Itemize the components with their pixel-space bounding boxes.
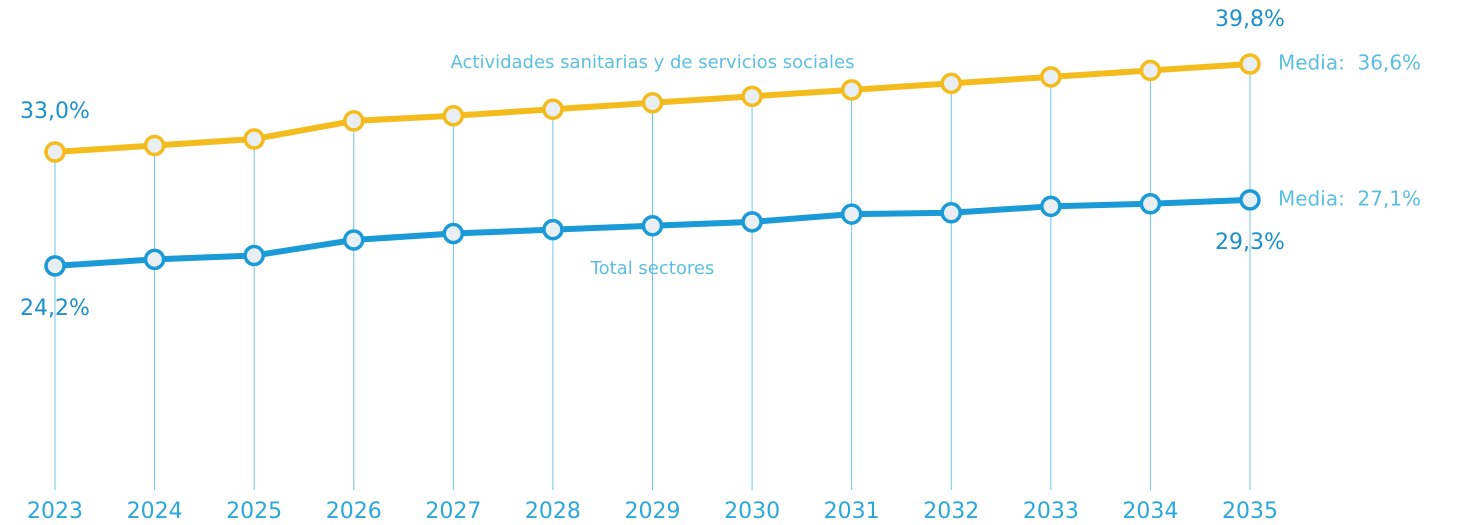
point (1139, 192, 1162, 215)
x-tick-label: 2031 (824, 499, 880, 524)
x-tick-label: 2029 (625, 499, 681, 524)
x-tick-label: 2033 (1023, 499, 1079, 524)
data-label: 39,8% (1215, 7, 1285, 32)
point (343, 229, 365, 251)
point (542, 98, 564, 121)
data-label: 24,2% (20, 296, 90, 321)
x-tick-label: 2023 (27, 499, 83, 524)
x-tick-label: 2024 (127, 499, 183, 524)
x-tick-label: 2032 (923, 499, 979, 524)
point (343, 110, 365, 132)
point (243, 244, 265, 267)
point (1040, 195, 1062, 218)
data-label: 33,0% (20, 99, 90, 124)
labels: 2023 2024 2025 2026 2027 2028 2029 2030 2031 2032… (20, 7, 1421, 524)
point (44, 141, 66, 163)
x-tick-label: 2026 (326, 499, 382, 524)
annotation: Media: 27,1% (1278, 186, 1421, 210)
point (442, 222, 465, 245)
point (840, 79, 863, 101)
point (44, 255, 66, 277)
lines (44, 53, 1261, 277)
point (442, 104, 465, 127)
x-tick-label: 2035 (1222, 499, 1278, 524)
point (542, 218, 564, 241)
point (143, 248, 166, 271)
point (940, 72, 962, 95)
point (940, 202, 962, 224)
point (641, 92, 664, 114)
point (641, 214, 664, 237)
x-tick-label: 2030 (724, 499, 780, 524)
x-grid (54, 63, 1251, 490)
point (741, 85, 763, 108)
point (840, 203, 863, 225)
point (741, 211, 763, 233)
series-name: Actividades sanitarias y de servicios so… (451, 52, 855, 73)
point (1239, 53, 1261, 75)
x-tick-label: 2028 (525, 499, 581, 524)
data-label: 29,3% (1215, 230, 1285, 255)
annotation: Media: 36,6% (1278, 50, 1421, 74)
point (1040, 66, 1062, 88)
x-tick-label: 2034 (1122, 499, 1178, 524)
point (243, 128, 265, 150)
point (143, 134, 166, 157)
point (1139, 59, 1162, 82)
x-tick-label: 2025 (226, 499, 282, 524)
point (1239, 189, 1261, 211)
series-name: Total sectores (590, 258, 715, 279)
x-tick-label: 2027 (425, 499, 481, 524)
